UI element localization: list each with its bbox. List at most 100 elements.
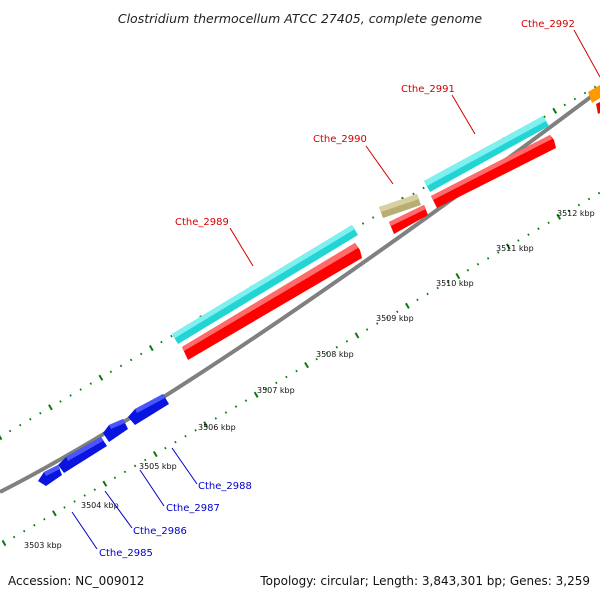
inner-minor-tick <box>73 500 76 503</box>
inner-minor-tick <box>527 233 530 236</box>
outer-minor-tick <box>372 216 375 219</box>
outer-minor-tick <box>361 222 365 225</box>
cds-arrow-cthe-2985[interactable] <box>38 465 62 486</box>
gene-label-cthe-2985[interactable]: Cthe_2985 <box>99 548 153 559</box>
cds-arrow-cthe-2990[interactable] <box>389 205 428 234</box>
inner-minor-tick <box>517 239 520 242</box>
outer-major-tick <box>0 434 3 441</box>
gene-label-cthe-2992[interactable]: Cthe_2992 <box>521 19 575 30</box>
scale-label-3512: 3512 kbp <box>557 209 595 218</box>
inner-minor-tick <box>446 280 449 284</box>
inner-minor-tick <box>335 346 338 349</box>
gene-label-cthe-2987[interactable]: Cthe_2987 <box>166 503 220 514</box>
inner-minor-tick <box>133 464 137 468</box>
leader-line-cthe-2987 <box>139 469 165 507</box>
outer-minor-tick <box>109 370 113 374</box>
reverse-cds-track <box>38 394 169 486</box>
inner-minor-tick <box>547 221 550 225</box>
cds-arrow-cthe-2986[interactable] <box>58 437 107 473</box>
gene-feature-cthe-2992[interactable] <box>588 85 600 103</box>
scale-label-3508: 3508 kbp <box>316 350 354 359</box>
inner-major-tick <box>455 272 461 280</box>
inner-minor-tick <box>315 357 318 361</box>
inner-minor-tick <box>63 506 66 509</box>
outer-major-tick <box>98 374 104 381</box>
forward-gene-labels: Cthe_2989 Cthe_2990 Cthe_2991 Cthe_2992 <box>175 19 600 267</box>
scale-label-3511: 3511 kbp <box>496 244 534 253</box>
inner-minor-tick <box>123 470 127 474</box>
cds-arrow-cthe-2987[interactable] <box>103 419 128 442</box>
inner-minor-tick <box>184 434 187 438</box>
outer-minor-tick <box>79 388 82 391</box>
inner-minor-tick <box>396 310 399 314</box>
inner-minor-tick <box>365 328 369 331</box>
inner-minor-tick <box>376 322 379 325</box>
inner-minor-tick <box>567 209 570 213</box>
inner-minor-tick <box>33 523 36 527</box>
scale-label-3506: 3506 kbp <box>198 423 236 432</box>
genome-info-text: Topology: circular; Length: 3,843,301 bp… <box>259 574 590 588</box>
inner-minor-tick <box>386 316 389 319</box>
scale-labels: 3503 kbp 3504 kbp 3505 kbp 3506 kbp 3507… <box>24 209 595 550</box>
accession-text: Accession: NC_009012 <box>8 574 144 588</box>
inner-minor-tick <box>416 298 419 302</box>
gene-feature-cthe-2989[interactable] <box>172 225 358 344</box>
outer-major-tick <box>48 404 53 411</box>
leader-line-cthe-2990 <box>365 145 394 185</box>
gene-label-cthe-2988[interactable]: Cthe_2988 <box>198 481 252 492</box>
inner-major-tick <box>52 510 57 517</box>
inner-minor-tick <box>113 476 117 480</box>
cds-arrow-cthe-2991[interactable] <box>431 135 556 208</box>
inner-minor-tick <box>23 529 26 533</box>
inner-minor-tick <box>12 535 16 539</box>
outer-minor-tick <box>8 429 12 433</box>
outer-minor-tick <box>69 394 72 397</box>
leader-line-cthe-2992 <box>573 29 600 78</box>
inner-major-tick <box>354 332 360 339</box>
cds-arrow-cthe-2989[interactable] <box>182 243 362 360</box>
inner-minor-tick <box>577 203 581 207</box>
gene-feature-cthe-2991[interactable] <box>424 116 549 192</box>
gene-label-cthe-2989[interactable]: Cthe_2989 <box>175 217 229 228</box>
inner-minor-tick <box>466 268 470 272</box>
inner-minor-tick <box>265 387 268 391</box>
inner-major-tick <box>304 361 309 369</box>
outer-major-tick <box>552 107 558 114</box>
outer-minor-tick <box>129 358 133 362</box>
outer-major-tick <box>148 344 154 352</box>
outer-minor-tick <box>412 192 415 196</box>
scale-label-3507: 3507 kbp <box>257 386 295 395</box>
inner-minor-tick <box>597 191 600 195</box>
scale-label-3504: 3504 kbp <box>81 501 119 510</box>
inner-major-tick <box>152 450 158 458</box>
outer-minor-tick <box>19 423 22 427</box>
inner-minor-tick <box>43 517 46 521</box>
gene-label-cthe-2990[interactable]: Cthe_2990 <box>313 134 367 145</box>
inner-minor-tick <box>194 429 197 432</box>
map-title: Clostridium thermocellum ATCC 27405, com… <box>118 11 483 26</box>
outer-minor-tick <box>59 400 62 403</box>
outer-minor-tick <box>29 417 32 421</box>
inner-minor-tick <box>345 340 349 343</box>
outer-minor-tick <box>39 411 42 415</box>
inner-minor-tick <box>144 458 147 462</box>
outer-minor-tick <box>89 382 92 385</box>
outer-minor-tick <box>170 334 173 338</box>
outer-minor-tick <box>119 364 123 368</box>
inner-minor-tick <box>497 251 500 254</box>
cds-arrow-cthe-2992[interactable] <box>596 102 600 114</box>
leader-line-cthe-2988 <box>171 447 198 485</box>
gene-label-cthe-2991[interactable]: Cthe_2991 <box>401 84 455 95</box>
cds-arrow-cthe-2988[interactable] <box>128 394 169 425</box>
gene-feature-cthe-2990[interactable] <box>379 194 421 218</box>
gene-label-cthe-2986[interactable]: Cthe_2986 <box>133 526 187 537</box>
outer-minor-tick <box>563 103 566 107</box>
inner-minor-tick <box>325 351 328 355</box>
inner-major-tick <box>203 421 209 428</box>
scale-label-3503: 3503 kbp <box>24 541 62 550</box>
leader-line-cthe-2985 <box>71 511 98 550</box>
inner-major-tick <box>505 243 511 250</box>
scale-label-3510: 3510 kbp <box>436 279 474 288</box>
inner-minor-tick <box>426 292 429 296</box>
